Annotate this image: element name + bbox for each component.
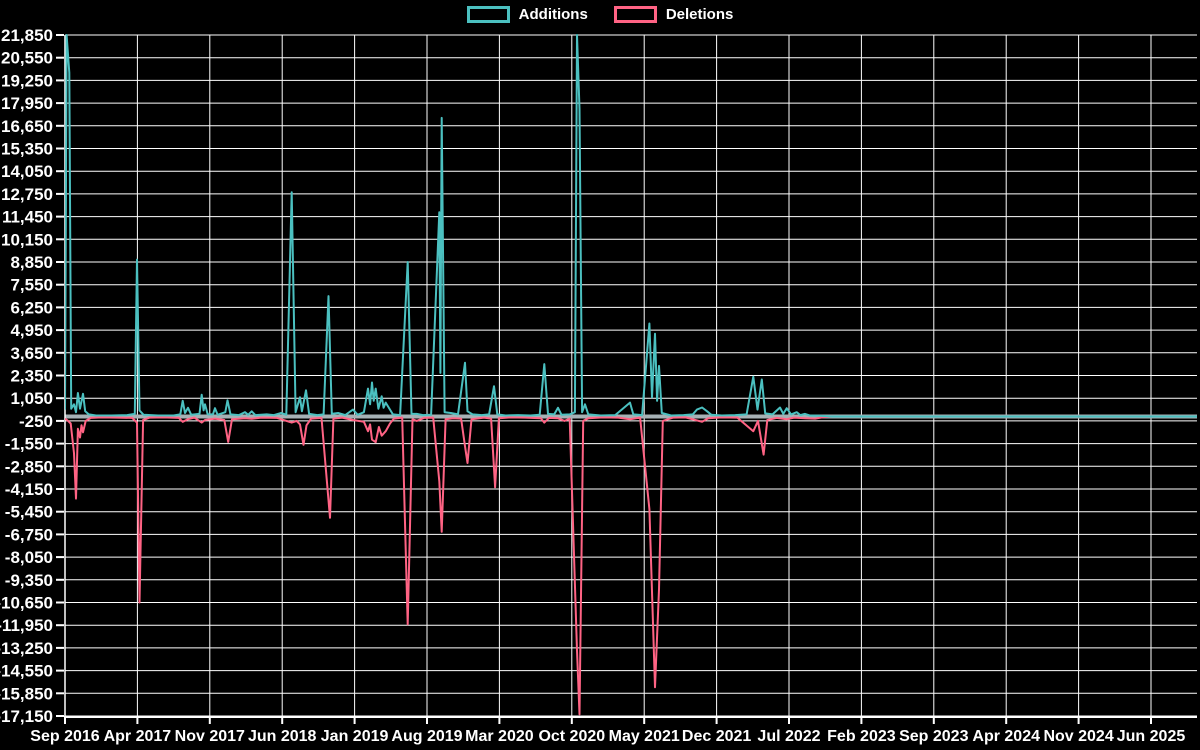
svg-text:-2,850: -2,850 bbox=[5, 457, 53, 476]
svg-text:Jun 2018: Jun 2018 bbox=[248, 728, 317, 745]
x-axis-ticks bbox=[64, 717, 1152, 724]
svg-text:Jun 2025: Jun 2025 bbox=[1117, 728, 1186, 745]
x-gridlines bbox=[64, 35, 1152, 717]
svg-text:Apr 2024: Apr 2024 bbox=[972, 728, 1040, 745]
additions-swatch-icon bbox=[466, 6, 510, 23]
y-tick-labels: 21,850 20,550 19,250 17,950 16,650 15,350 14,0… bbox=[0, 26, 53, 726]
svg-text:Jul 2022: Jul 2022 bbox=[757, 728, 820, 745]
svg-text:3,650: 3,650 bbox=[10, 344, 53, 363]
svg-text:Mar 2020: Mar 2020 bbox=[465, 728, 534, 745]
svg-text:-5,450: -5,450 bbox=[5, 503, 53, 522]
svg-text:Sep 2016: Sep 2016 bbox=[30, 728, 99, 745]
svg-text:8,850: 8,850 bbox=[10, 253, 53, 272]
svg-text:10,150: 10,150 bbox=[1, 230, 53, 249]
svg-text:4,950: 4,950 bbox=[10, 321, 53, 340]
x-tick-labels: Sep 2016 Apr 2017 Nov 2017 Jun 2018 Jan 2019… bbox=[30, 728, 1185, 745]
legend-item-deletions[interactable]: Deletions bbox=[613, 6, 734, 23]
svg-text:-10,650: -10,650 bbox=[0, 594, 53, 613]
svg-text:-9,350: -9,350 bbox=[5, 571, 53, 590]
svg-text:-250: -250 bbox=[19, 412, 53, 431]
svg-text:6,250: 6,250 bbox=[10, 298, 53, 317]
svg-text:Nov 2024: Nov 2024 bbox=[1043, 728, 1113, 745]
svg-text:-15,850: -15,850 bbox=[0, 684, 53, 703]
svg-text:Feb 2023: Feb 2023 bbox=[827, 728, 896, 745]
svg-text:Oct 2020: Oct 2020 bbox=[538, 728, 605, 745]
svg-text:Jan 2019: Jan 2019 bbox=[321, 728, 389, 745]
svg-text:-1,550: -1,550 bbox=[5, 435, 53, 454]
svg-text:-17,150: -17,150 bbox=[0, 707, 53, 726]
y-axis-ticks bbox=[56, 34, 64, 717]
svg-text:May 2021: May 2021 bbox=[609, 728, 680, 745]
svg-text:-6,750: -6,750 bbox=[5, 525, 53, 544]
svg-text:-11,950: -11,950 bbox=[0, 616, 53, 635]
svg-text:7,550: 7,550 bbox=[10, 276, 53, 295]
chart-legend: Additions Deletions bbox=[0, 6, 1200, 23]
svg-text:14,050: 14,050 bbox=[1, 162, 53, 181]
svg-text:Apr 2017: Apr 2017 bbox=[104, 728, 172, 745]
svg-text:21,850: 21,850 bbox=[1, 26, 53, 45]
svg-text:1,050: 1,050 bbox=[10, 389, 53, 408]
svg-text:20,550: 20,550 bbox=[1, 49, 53, 68]
svg-text:2,350: 2,350 bbox=[10, 367, 53, 386]
svg-text:Sep 2023: Sep 2023 bbox=[899, 728, 968, 745]
legend-label-deletions: Deletions bbox=[665, 6, 734, 23]
svg-text:16,650: 16,650 bbox=[1, 117, 53, 136]
deletions-line bbox=[65, 415, 1197, 716]
svg-text:Dec 2021: Dec 2021 bbox=[682, 728, 751, 745]
svg-text:19,250: 19,250 bbox=[1, 71, 53, 90]
legend-label-additions: Additions bbox=[518, 6, 588, 23]
deletions-swatch-icon bbox=[613, 6, 657, 23]
svg-text:Aug 2019: Aug 2019 bbox=[391, 728, 462, 745]
svg-text:11,450: 11,450 bbox=[2, 208, 53, 227]
svg-text:-13,250: -13,250 bbox=[0, 639, 53, 658]
svg-text:Nov 2017: Nov 2017 bbox=[175, 728, 245, 745]
svg-text:15,350: 15,350 bbox=[1, 140, 53, 159]
svg-text:17,950: 17,950 bbox=[1, 94, 53, 113]
additions-line bbox=[65, 34, 1197, 418]
legend-item-additions[interactable]: Additions bbox=[466, 6, 588, 23]
svg-text:12,750: 12,750 bbox=[1, 185, 53, 204]
y-gridlines bbox=[65, 34, 1197, 717]
svg-text:-4,150: -4,150 bbox=[5, 480, 53, 499]
svg-text:-8,050: -8,050 bbox=[5, 548, 53, 567]
svg-text:-14,550: -14,550 bbox=[0, 662, 53, 681]
